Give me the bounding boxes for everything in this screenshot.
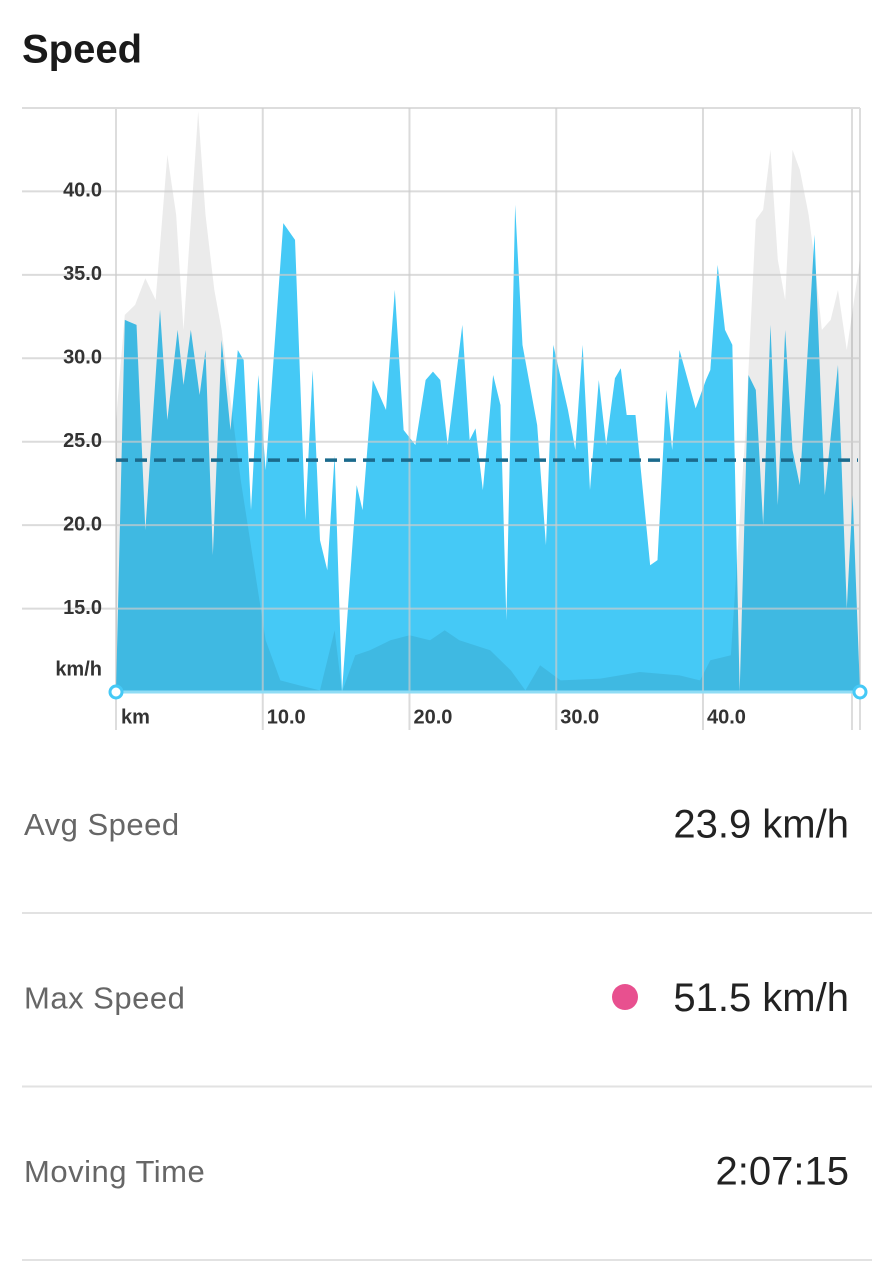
y-tick-label: 20.0	[63, 513, 102, 535]
y-axis-label: km/h	[55, 658, 102, 680]
x-tick-label: 40.0	[707, 706, 746, 728]
range-handle	[852, 684, 868, 700]
stat-value: 51.5 km/h	[673, 976, 849, 1020]
x-axis-label: km	[121, 706, 150, 728]
y-tick-label: 40.0	[63, 180, 102, 202]
stats: Avg Speed 23.9 km/h Max Speed 51.5 km/h Movi…	[22, 803, 872, 1261]
y-tick-label: 35.0	[63, 263, 102, 285]
max-dot	[612, 984, 638, 1010]
y-tick-label: 15.0	[63, 597, 102, 619]
stat-label: Moving Time	[24, 1154, 205, 1189]
stat-label: Avg Speed	[24, 807, 180, 842]
stat-value: 2:07:15	[716, 1150, 849, 1194]
area-series	[116, 204, 860, 692]
plot: 15.0 20.0 25.0 30.0 35.0 40.0 10.0 20.0 30.0 40.0	[22, 108, 868, 730]
x-tick-label: 30.0	[560, 706, 599, 728]
stat-label: Max Speed	[24, 981, 185, 1016]
x-tick-label: 20.0	[413, 706, 452, 728]
x-tick-label: 10.0	[267, 706, 306, 728]
y-tick-label: 30.0	[63, 347, 102, 369]
y-tick-label: 25.0	[63, 430, 102, 452]
stat-value: 23.9 km/h	[673, 803, 849, 847]
title: Speed	[22, 28, 142, 72]
range-handle	[108, 684, 124, 700]
area-series	[116, 111, 860, 692]
